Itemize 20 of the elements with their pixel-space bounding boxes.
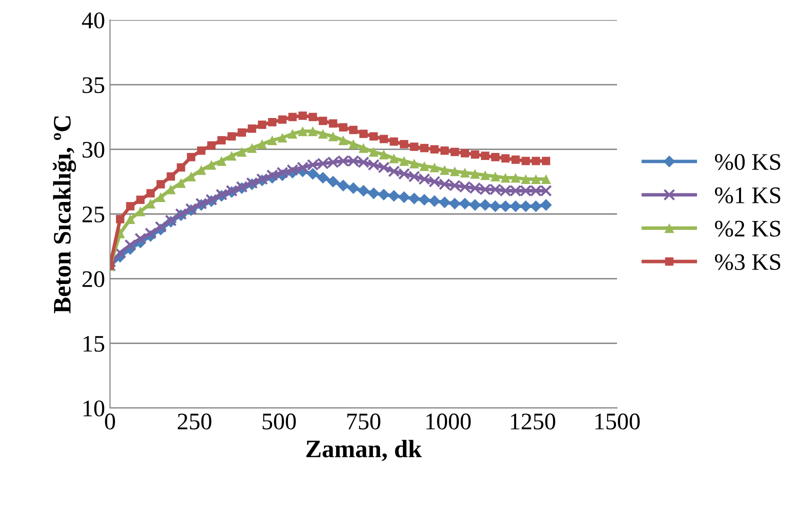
y-tick-label: 30 [82,142,104,158]
y-tick-label: 15 [84,336,104,352]
x-tick-label: 750 [347,414,380,430]
x-tick-label: 500 [262,414,296,430]
legend-label: %1 KS [714,187,780,204]
y-axis-title: Beton Sıcaklığı, ºC [52,116,76,314]
x-tick-label: 0 [104,414,116,430]
legend-label: %2 KS [714,220,780,237]
x-tick-label: 1500 [595,414,640,430]
y-tick-label: 35 [82,77,104,94]
y-tick-label: 40 [82,12,104,28]
y-tick-label: 10 [84,400,104,416]
x-tick-label: 1250 [510,414,556,430]
x-tick-label: 250 [178,414,212,430]
y-tick-label: 25 [82,206,104,222]
legend-label: %3 KS [714,254,780,270]
legend-label: %0 KS [714,154,780,170]
x-tick-label: 1000 [426,414,471,430]
x-axis-title: Zaman, dk [306,440,422,462]
y-tick-label: 20 [82,271,104,288]
